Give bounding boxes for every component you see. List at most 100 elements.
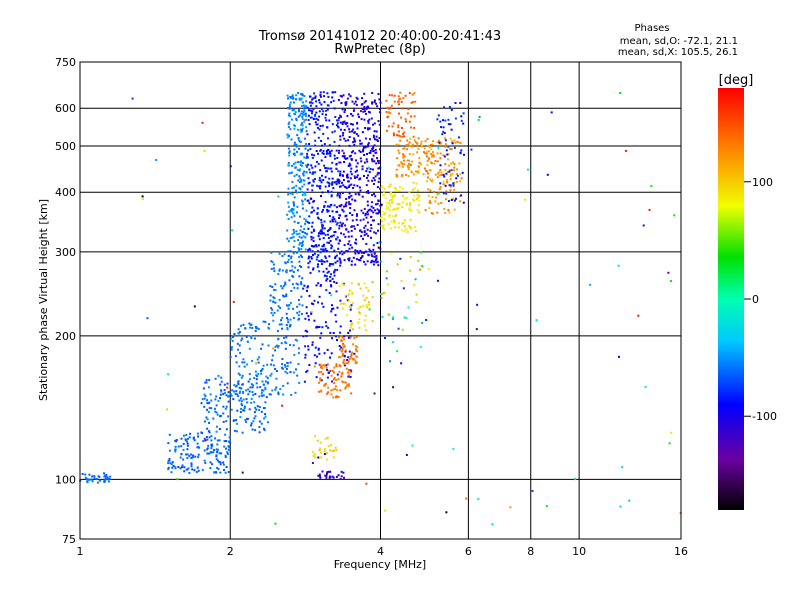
data-point [389,112,392,115]
data-point [258,395,261,398]
data-point [303,137,306,140]
data-point [346,359,349,361]
data-point [348,144,351,147]
data-point [366,204,369,207]
data-point [326,108,329,111]
data-point [347,230,350,233]
data-point [262,320,265,323]
data-point [299,153,302,156]
data-point [387,111,390,114]
data-point [196,466,199,469]
data-point [103,478,106,481]
data-point [403,316,406,319]
data-point [327,270,330,273]
data-point [227,391,230,394]
data-point [574,478,577,481]
data-point [364,250,367,253]
data-point [313,252,316,255]
data-point [305,126,308,129]
data-point [260,410,263,413]
data-point [335,167,338,170]
data-point [338,284,341,287]
data-point [409,201,412,204]
data-point [344,203,347,206]
data-point [330,149,333,152]
data-point [216,443,219,446]
data-point [448,170,451,173]
data-point [331,161,334,164]
data-point [225,428,228,431]
data-point [327,326,330,329]
data-point [298,260,301,263]
data-point [312,179,315,182]
data-point [292,271,295,273]
data-point [358,318,361,321]
data-point [249,386,252,389]
data-point [186,453,189,456]
data-point [227,415,230,418]
data-point [301,162,304,164]
y-tick-label: 300 [55,246,76,259]
data-point [290,171,293,174]
data-point [456,168,458,171]
data-point [297,161,300,164]
data-point [431,178,434,181]
data-point [361,131,364,134]
data-point [406,148,409,151]
data-point [274,301,277,304]
data-point [301,277,304,280]
data-point [301,164,304,167]
data-point [346,157,349,160]
data-point [367,106,370,109]
data-point [385,207,388,210]
data-point [232,300,235,303]
data-point [287,321,290,324]
data-point [342,471,345,474]
data-point [360,118,363,121]
data-point [307,149,310,152]
data-point [141,195,144,198]
data-point [105,476,108,479]
colorbar-tick-label: -100 [752,410,777,423]
data-point [307,285,309,288]
data-point [288,172,291,175]
data-point [396,350,399,353]
data-point [327,391,330,394]
data-point [367,120,370,123]
data-point [243,361,246,364]
data-point [349,335,352,338]
data-point [353,337,356,340]
data-point [342,191,344,194]
data-point [206,418,209,421]
data-point [254,337,256,340]
data-point [341,348,344,351]
data-point [344,101,347,104]
data-point [298,256,301,259]
data-point [396,174,399,177]
data-point [287,97,289,100]
data-point [297,179,300,182]
data-point [340,373,343,375]
data-point [426,138,429,141]
data-point [333,376,336,379]
data-point [219,471,222,474]
data-point [294,266,297,269]
data-point [431,180,434,183]
data-point [407,165,409,168]
data-point [312,180,315,183]
data-point [294,98,297,101]
data-point [295,117,298,120]
data-point [243,405,246,408]
data-point [314,139,317,142]
data-point [323,220,326,223]
data-point [339,192,342,195]
data-point [325,150,328,152]
data-point [399,257,402,260]
data-point [288,107,291,110]
data-point [377,167,380,170]
data-point [372,136,375,139]
data-point [332,388,335,391]
data-point [284,364,286,367]
data-point [297,115,300,118]
data-point [363,282,366,285]
